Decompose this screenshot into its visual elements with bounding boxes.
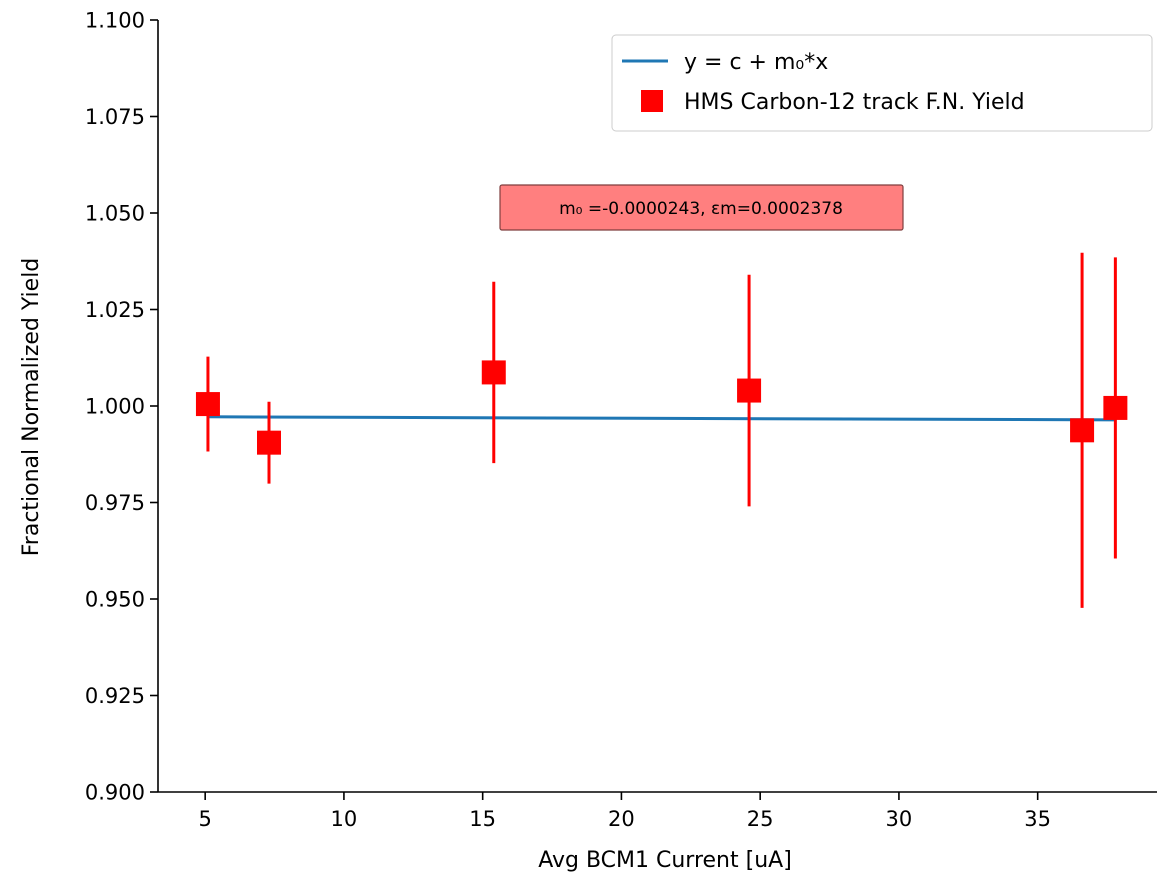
y-tick-label: 1.000 — [85, 395, 145, 419]
y-tick-label: 0.900 — [85, 781, 145, 805]
x-tick-label: 5 — [198, 807, 211, 831]
fit-annotation-box — [499, 184, 904, 231]
y-tick-label: 0.975 — [85, 491, 145, 515]
y-axis-label: Fractional Normalized Yield — [19, 258, 44, 557]
data-point — [481, 360, 506, 385]
fit-line — [207, 415, 1116, 422]
y-tick-label: 1.050 — [85, 202, 145, 226]
data-point — [1103, 395, 1128, 420]
x-tick-label: 30 — [886, 807, 913, 831]
x-tick-label: 10 — [331, 807, 358, 831]
y-tick-label: 1.075 — [85, 105, 145, 129]
data-point — [1070, 418, 1095, 443]
y-tick-label: 1.100 — [85, 9, 145, 33]
legend-marker-swatch — [641, 90, 663, 112]
chart-axes: 0.900 0.925 0.950 0.975 1.000 1.025 1.050 1.075… — [85, 9, 1157, 831]
x-tick-label: 20 — [608, 807, 635, 831]
chart-legend: y = c + m₀*x HMS Carbon-12 track F.N. Yi… — [611, 34, 1153, 132]
fit-annotation-text: m₀ =-0.0000243, εm=0.0002378 — [559, 199, 843, 219]
x-tick-label: 25 — [747, 807, 774, 831]
data-point — [195, 392, 220, 417]
data-point — [737, 378, 762, 403]
x-axis-label: Avg BCM1 Current [uA] — [538, 848, 792, 873]
y-tick-label: 0.925 — [85, 684, 145, 708]
fit-annotation: m₀ =-0.0000243, εm=0.0002378 — [499, 184, 904, 231]
data-point — [257, 430, 281, 455]
legend-frame — [611, 34, 1153, 132]
legend-label-fit-line: y = c + m₀*x — [684, 50, 828, 75]
x-tick-label: 35 — [1024, 807, 1051, 831]
chart-marks — [195, 252, 1128, 608]
y-tick-label: 0.950 — [85, 588, 145, 612]
x-tick-label: 15 — [469, 807, 496, 831]
y-tick-label: 1.025 — [85, 298, 145, 322]
legend-label-yield: HMS Carbon-12 track F.N. Yield — [684, 90, 1025, 115]
